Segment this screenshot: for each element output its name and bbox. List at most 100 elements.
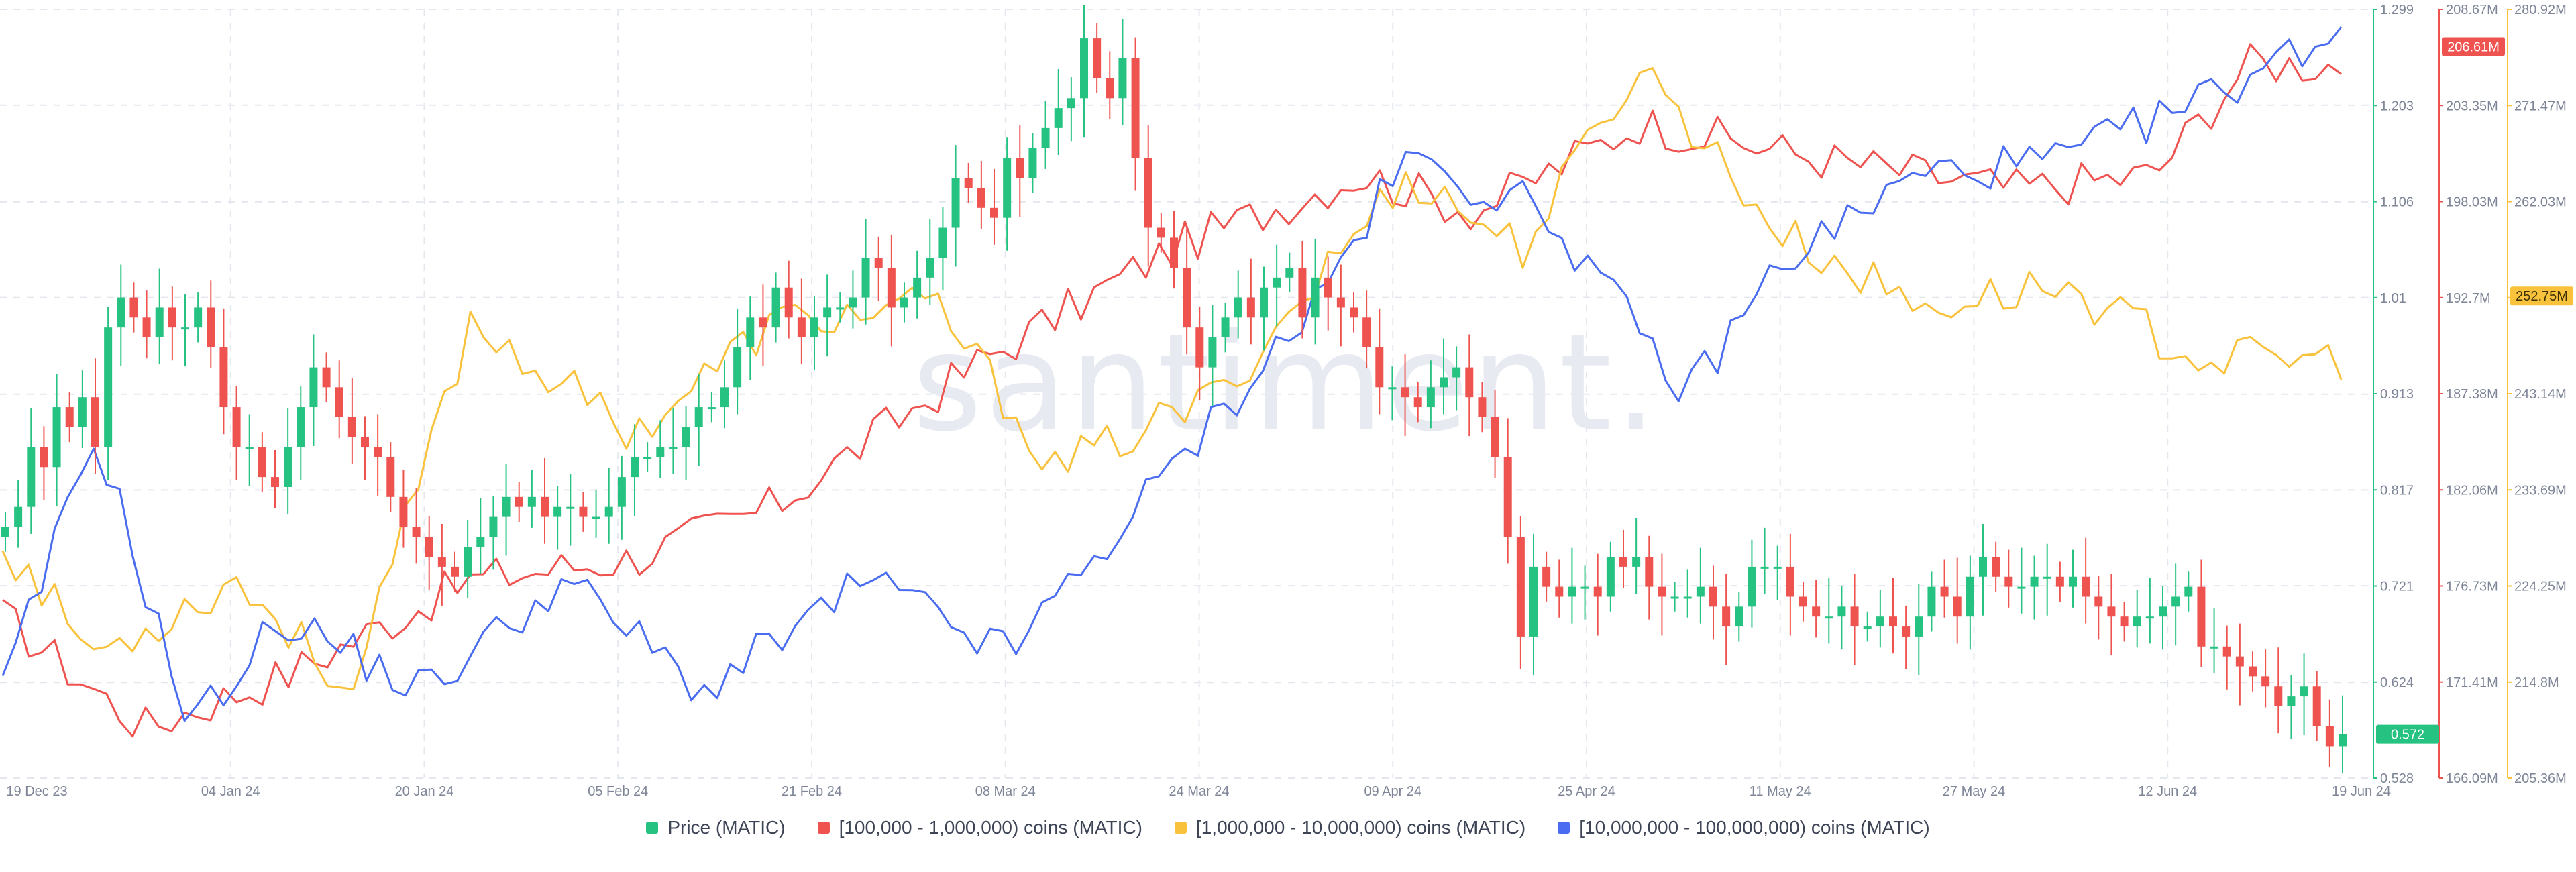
price-candle: [194, 307, 203, 328]
price-candle: [52, 407, 61, 468]
price-candle: [1157, 227, 1165, 238]
price-candle: [1863, 626, 1872, 629]
price-candle: [1876, 616, 1884, 627]
x-tick-label: 19 Jun 24: [2332, 784, 2391, 799]
price-candle: [1285, 267, 1294, 278]
price-candle: [322, 367, 331, 388]
price-candle: [810, 317, 818, 338]
red-axis-tick-label: 176.73M: [2446, 580, 2498, 594]
price-candle: [1516, 537, 1525, 637]
price-candle: [1568, 586, 1576, 597]
price-candle: [207, 307, 215, 347]
price-candle: [2222, 646, 2231, 657]
candles-layer: [1, 5, 2347, 773]
badge-orange-value: 252.75M: [2516, 289, 2568, 304]
x-tick-label: 04 Jan 24: [201, 784, 260, 799]
price-candle: [502, 496, 511, 517]
price-candle: [1927, 586, 1936, 617]
x-tick-label: 27 May 24: [1943, 784, 2005, 799]
price-candle: [1786, 566, 1794, 597]
price-candle: [155, 307, 164, 338]
price-candle: [2069, 576, 2077, 587]
price-axis-tick-label: 1.299: [2380, 3, 2414, 17]
price-axis-tick-label: 1.203: [2380, 99, 2414, 113]
red-axis-tick-label: 187.38M: [2446, 387, 2498, 402]
x-tick-label: 12 Jun 24: [2138, 784, 2197, 799]
series-line-1m-10m: [1, 67, 2343, 691]
price-candle: [1336, 297, 1345, 308]
price-candle: [2287, 696, 2296, 706]
legend-item[interactable]: [100,000 - 1,000,000) coins (MATIC): [817, 817, 1142, 838]
price-candle: [1028, 148, 1037, 178]
price-candle: [2171, 596, 2180, 607]
price-candle: [1426, 387, 1435, 408]
watermark: santiment.: [912, 305, 1660, 461]
legend-item[interactable]: [10,000,000 - 100,000,000) coins (MATIC): [1558, 817, 1930, 838]
price-candle: [1118, 58, 1127, 99]
price-candle: [1799, 596, 1807, 607]
price-candle: [1889, 616, 1897, 627]
price-candle: [1208, 337, 1217, 368]
price-candle: [1401, 387, 1409, 398]
price-candle: [1362, 317, 1371, 347]
red-axis-tick-label: 166.09M: [2446, 771, 2498, 786]
x-tick-label: 08 Mar 24: [975, 784, 1036, 799]
price-axis-tick-label: 1.106: [2380, 195, 2414, 210]
price-candle: [2107, 606, 2116, 617]
price-candle: [2145, 616, 2154, 619]
price-candle: [861, 258, 870, 298]
price-candle: [1234, 297, 1242, 318]
price-axis-tick-label: 1.01: [2380, 291, 2406, 306]
price-candle: [27, 447, 36, 507]
price-candle: [425, 537, 433, 557]
price-candle: [1580, 586, 1589, 589]
price-candle: [464, 547, 472, 577]
price-candle: [1195, 327, 1204, 368]
price-candle: [1915, 616, 1923, 637]
price-candle: [2325, 726, 2334, 747]
price-candle: [1311, 277, 1320, 318]
badge-red-value-bg: [2442, 37, 2505, 56]
price-candle: [335, 387, 343, 417]
price-candle: [1350, 307, 1358, 318]
price-candle: [900, 297, 908, 308]
orange-axis-tick-label: 205.36M: [2514, 771, 2567, 786]
price-candle: [1016, 158, 1024, 178]
price-candle: [1593, 586, 1602, 597]
price-axis-tick-label: 0.624: [2380, 675, 2414, 690]
x-tick-label: 19 Dec 23: [6, 784, 67, 799]
price-candle: [2133, 616, 2141, 627]
price-candle: [1170, 237, 1178, 268]
orange-axis-tick-label: 214.8M: [2514, 675, 2559, 690]
price-candle: [1260, 287, 1268, 318]
price-candle: [631, 457, 639, 478]
price-candle: [2030, 576, 2039, 587]
price-candle: [592, 516, 600, 519]
legend-label: [100,000 - 1,000,000) coins (MATIC): [839, 817, 1142, 838]
price-candle: [1003, 158, 1012, 218]
price-candle: [1041, 127, 1050, 148]
price-candle: [682, 427, 690, 447]
legend-label: [10,000,000 - 100,000,000) coins (MATIC): [1579, 817, 1930, 838]
price-candle: [656, 447, 665, 457]
price-candle: [1992, 557, 2000, 577]
x-tick-label: 09 Apr 24: [1364, 784, 1421, 799]
price-candle: [14, 506, 23, 527]
price-candle: [669, 447, 678, 449]
orange-axis-tick-label: 224.25M: [2514, 580, 2567, 594]
price-axis-tick-label: 0.721: [2380, 580, 2414, 594]
price-candle: [566, 506, 575, 509]
price-candle: [181, 327, 189, 330]
price-candle: [1760, 566, 1769, 569]
price-candle: [104, 327, 113, 447]
price-candle: [2159, 606, 2167, 617]
price-candle: [2184, 586, 2193, 597]
price-candle: [1722, 606, 1731, 627]
price-candle: [1529, 566, 1538, 637]
legend-item[interactable]: [1,000,000 - 10,000,000) coins (MATIC): [1174, 817, 1525, 838]
price-candle: [720, 387, 729, 408]
legend-item[interactable]: Price (MATIC): [646, 817, 786, 838]
price-candle: [2017, 586, 2026, 589]
price-candle: [1735, 606, 1743, 627]
